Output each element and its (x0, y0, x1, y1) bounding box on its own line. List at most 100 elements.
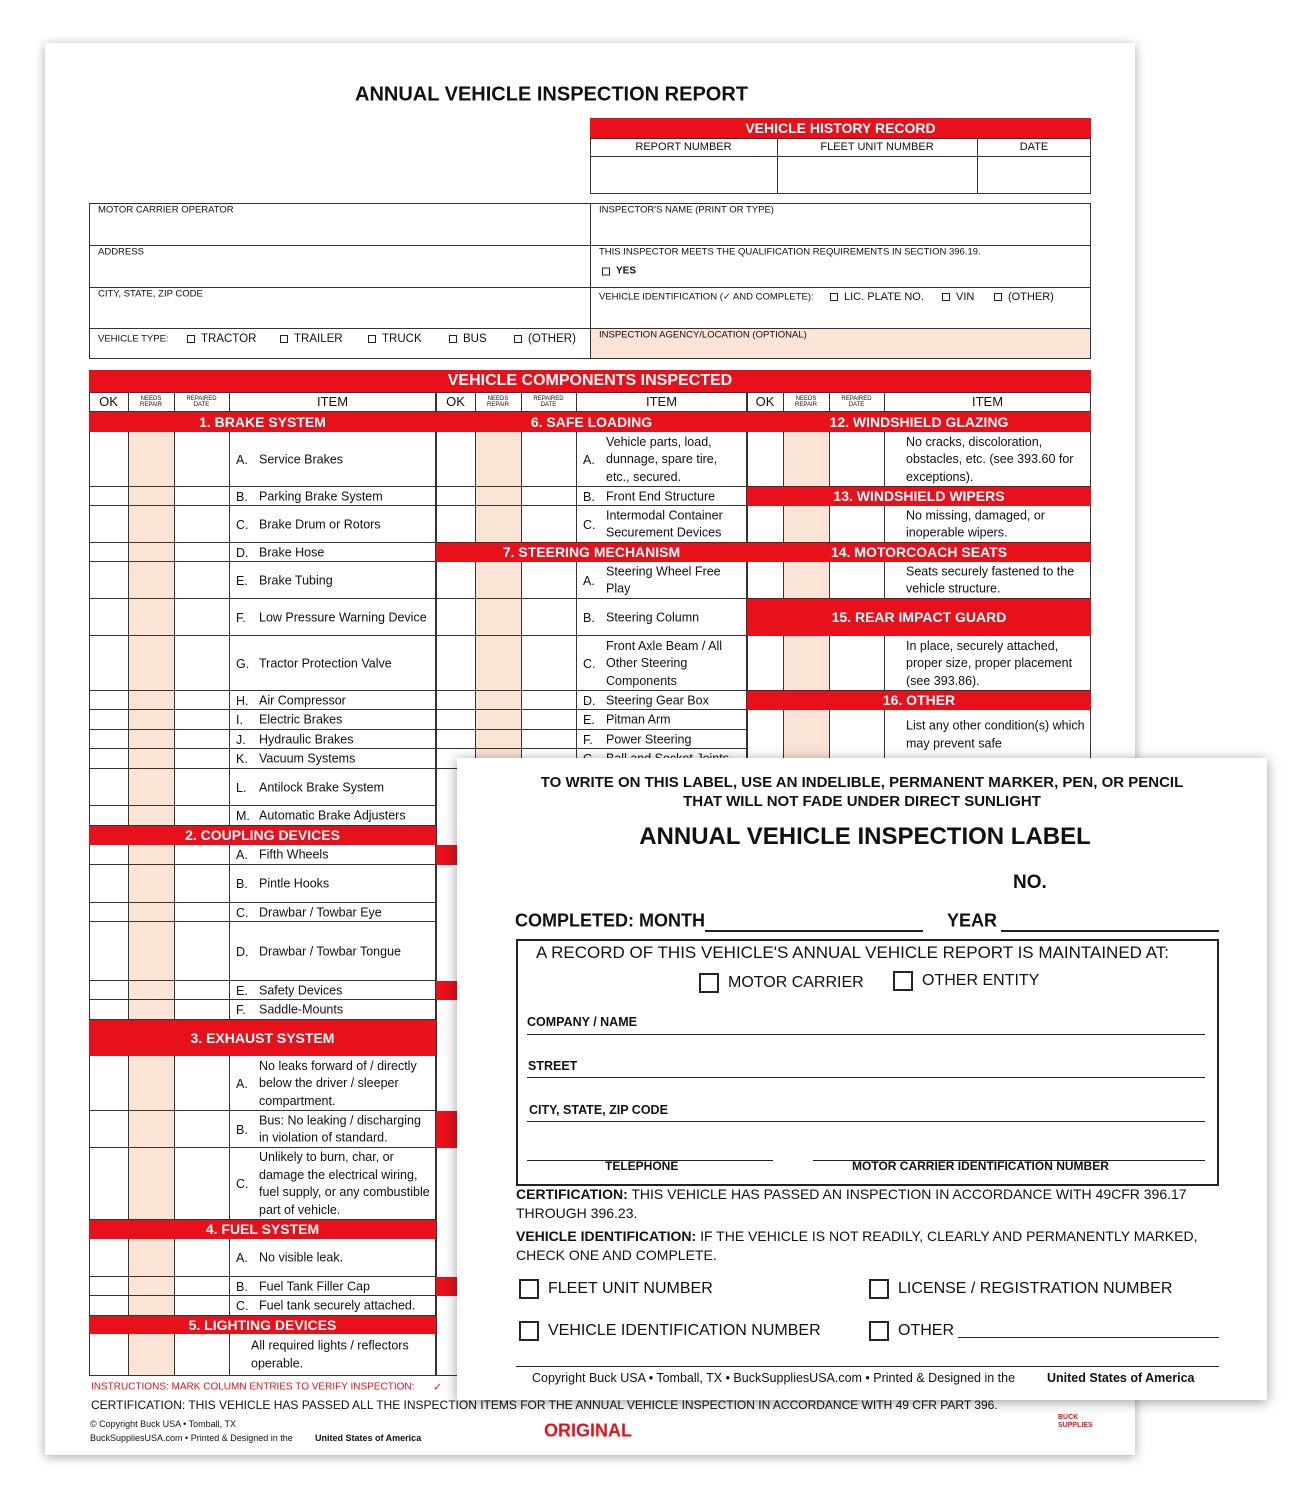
item-text: List any other condition(s) which may pr… (906, 718, 1085, 751)
item-letter: C. (236, 1177, 249, 1191)
label-notice: TO WRITE ON THIS LABEL, USE AN INDELIBLE… (540, 774, 1184, 791)
rule (783, 710, 784, 760)
rule (128, 392, 129, 412)
rule (229, 1296, 230, 1316)
history-column: REPORT NUMBER (635, 141, 732, 153)
row (436, 710, 747, 730)
field-label: THIS INSPECTOR MEETS THE QUALIFICATION R… (599, 246, 981, 258)
rule (174, 730, 175, 749)
rule (128, 1056, 129, 1111)
rule (884, 506, 885, 543)
rule (527, 1121, 1205, 1123)
rule (521, 432, 522, 487)
checkbox (830, 293, 838, 301)
row (747, 562, 1091, 599)
row (89, 1111, 436, 1148)
rule (229, 710, 230, 730)
rule (174, 1056, 175, 1111)
rule (475, 636, 476, 691)
rule (174, 392, 175, 412)
rule (884, 710, 885, 760)
item-letter: F. (236, 1003, 246, 1017)
rule (475, 562, 476, 599)
needs-repair-cell (128, 1000, 174, 1019)
rule (521, 506, 522, 543)
item-text: Fuel Tank Filler Cap (259, 1278, 370, 1293)
item-letter: L. (236, 780, 247, 795)
address-line-label: COMPANY / NAME (527, 1015, 637, 1029)
item-letter: B. (583, 610, 595, 625)
rule (576, 506, 577, 543)
item-text: No missing, damaged, or inoperable wiper… (906, 508, 1045, 540)
item-text: No visible leak. (259, 1250, 344, 1265)
components-title: VEHICLE COMPONENTS INSPECTED (89, 370, 1091, 392)
item-letter: C. (236, 905, 249, 920)
row (89, 599, 436, 636)
needs-repair-cell (475, 730, 521, 748)
rule (174, 487, 175, 506)
record-box (516, 939, 1219, 1186)
checkbox (449, 335, 457, 343)
column-header: REPAIRED DATE (841, 395, 872, 408)
rule (229, 845, 230, 865)
item-letter: C. (583, 517, 596, 532)
needs-repair-cell (475, 487, 521, 505)
item-text: Antilock Brake System (259, 779, 385, 794)
qualification: YES (616, 265, 637, 277)
row (89, 749, 436, 769)
item-letter: A. (583, 573, 595, 588)
needs-repair-cell (128, 543, 174, 561)
rule (475, 506, 476, 543)
rule (174, 432, 175, 487)
rule (576, 636, 577, 691)
rule (229, 1277, 230, 1296)
item-letter: A. (236, 452, 248, 467)
vehicle-id: VIN (956, 291, 975, 303)
rule (128, 1296, 129, 1316)
paragraph-head: VEHICLE IDENTIFICATION: (516, 1228, 697, 1244)
copyright: © Copyright Buck USA • Tomball, TX (90, 1419, 237, 1429)
item-text: Steering Gear Box (606, 692, 709, 707)
rule (174, 1239, 175, 1277)
rule (128, 806, 129, 826)
rule (229, 543, 230, 562)
item-text: Pintle Hooks (259, 876, 330, 891)
vehicle-type-option: TRAILER (280, 333, 343, 345)
section-header: 2. COUPLING DEVICES (89, 826, 436, 845)
item-text: Automatic Brake Adjusters (259, 808, 406, 823)
section-header: 7. STEERING MECHANISM (436, 543, 747, 562)
id-option: LICENSE / REGISTRATION NUMBER (898, 1280, 1173, 1297)
column-header: NEEDS REPAIR (487, 395, 509, 408)
row (89, 1000, 436, 1020)
checkbox (869, 1279, 889, 1299)
needs-repair-cell (128, 806, 174, 825)
record-text: A RECORD OF THIS VEHICLE'S ANNUAL VEHICL… (536, 943, 1170, 962)
item-text: Power Steering (606, 731, 692, 746)
rule (783, 392, 784, 412)
row (89, 432, 436, 487)
rule (229, 903, 230, 922)
item-text: In place, securely attached, proper size… (906, 638, 1073, 688)
item-text: Fifth Wheels (259, 847, 329, 862)
item-text: Front Axle Beam / All Other Steering Com… (606, 638, 723, 688)
instructions-mark: ✓ (433, 1381, 443, 1394)
history-title: VEHICLE HISTORY RECORD (590, 118, 1091, 138)
rule (521, 392, 522, 412)
needs-repair-cell (128, 432, 174, 486)
item-letter: D. (236, 944, 249, 959)
section-header: 6. SAFE LOADING (436, 412, 747, 432)
item-letter: B. (236, 877, 248, 891)
column-header: OK (99, 394, 118, 410)
checkbox (368, 335, 376, 343)
item-text: Unlikely to burn, char, or damage the el… (259, 1150, 430, 1217)
rule (229, 599, 230, 636)
address-line-label: STREET (528, 1059, 578, 1073)
label-footer-country: United States of America (1047, 1371, 1195, 1385)
column-header: NEEDS REPAIR (140, 395, 162, 408)
item-text: Pitman Arm (606, 712, 671, 727)
row (747, 506, 1091, 543)
rule (174, 1277, 175, 1296)
rule (229, 806, 230, 826)
item-text: Safety Devices (259, 982, 343, 997)
history-table (590, 138, 1091, 194)
